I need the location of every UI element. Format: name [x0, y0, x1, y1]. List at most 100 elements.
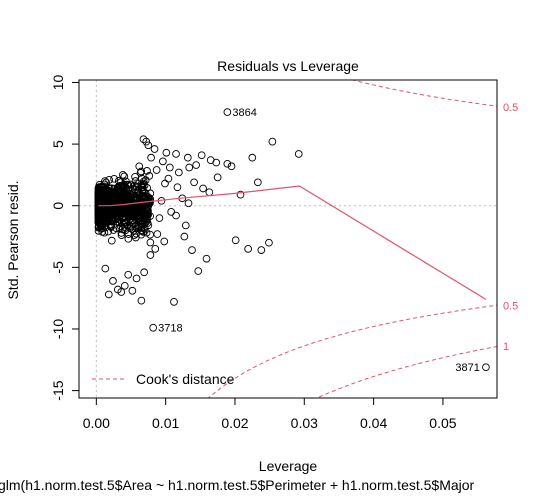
- data-point: [126, 202, 134, 210]
- data-point: [117, 218, 126, 227]
- data-point: [197, 151, 206, 160]
- legend-cooks-label: Cook's distance: [136, 371, 235, 387]
- model-formula-subtitle: glm(h1.norm.test.5$Area ~ h1.norm.test.5…: [0, 477, 475, 493]
- data-point: [165, 163, 174, 172]
- data-point: [183, 153, 192, 162]
- data-point: [162, 148, 171, 157]
- data-point: [94, 227, 103, 235]
- data-point: [124, 234, 133, 243]
- data-point: [147, 153, 155, 162]
- data-point: [131, 173, 139, 181]
- data-point: [152, 166, 161, 174]
- data-point: [185, 163, 194, 172]
- data-point: [268, 137, 277, 146]
- data-point: [167, 208, 176, 216]
- data-point: [124, 230, 133, 238]
- data-point: [110, 174, 118, 183]
- legend: Cook's distance: [92, 371, 235, 387]
- data-point: [137, 296, 146, 305]
- data-point: [135, 162, 144, 171]
- data-point: [95, 203, 103, 212]
- data-point: [172, 211, 180, 220]
- x-tick-label: 0.00: [83, 415, 110, 431]
- data-point: [174, 168, 183, 177]
- data-point: [151, 245, 160, 253]
- data-point: [212, 158, 221, 167]
- data-point: [109, 277, 117, 285]
- data-point: [265, 238, 273, 247]
- data-point: [231, 236, 240, 245]
- y-tick-label: -5: [50, 261, 66, 274]
- data-point: [131, 207, 139, 216]
- data-point: [139, 180, 147, 189]
- data-point: [120, 172, 129, 181]
- data-point: [139, 135, 148, 144]
- data-point: [223, 159, 232, 168]
- data-point: [170, 298, 178, 306]
- data-point: [128, 185, 137, 193]
- data-point: [98, 228, 107, 236]
- data-point: [253, 178, 262, 187]
- data-point: [213, 173, 222, 182]
- x-axis-label: Leverage: [259, 458, 318, 474]
- data-point: [109, 226, 118, 234]
- data-point: [190, 178, 198, 187]
- data-point: [117, 229, 126, 237]
- data-point: [138, 183, 147, 192]
- data-point: [98, 188, 107, 196]
- data-point: [141, 176, 150, 185]
- data-point: [117, 288, 126, 296]
- chart-title: Residuals vs Leverage: [217, 58, 359, 74]
- y-tick-label: 10: [50, 74, 66, 90]
- data-point: [98, 211, 107, 219]
- x-tick-label: 0.05: [429, 415, 456, 431]
- data-point: [138, 193, 147, 201]
- data-point: [149, 323, 158, 332]
- data-point: [124, 270, 133, 279]
- data-point: [103, 193, 112, 202]
- point-label-3864: 3864: [232, 107, 256, 119]
- cooks-contour-label-1: 0.5: [503, 301, 518, 313]
- plot-frame: [78, 79, 498, 399]
- data-point: [139, 191, 148, 200]
- data-point: [106, 210, 115, 219]
- data-point: [128, 286, 137, 295]
- data-point: [146, 238, 155, 247]
- data-point: [129, 212, 138, 220]
- data-point: [159, 157, 167, 166]
- data-point: [294, 150, 303, 158]
- data-point: [112, 194, 121, 203]
- data-point: [112, 224, 121, 232]
- y-tick-label: 0: [50, 202, 66, 210]
- x-axis: 0.00 0.01 0.02 0.03 0.04 0.05: [83, 398, 457, 431]
- data-point: [104, 227, 113, 236]
- data-point: [139, 218, 148, 226]
- data-point: [199, 184, 207, 193]
- plot-area: [79, 80, 497, 398]
- data-point: [188, 246, 196, 254]
- data-point: [244, 245, 252, 253]
- x-tick-label: 0.03: [291, 415, 318, 431]
- data-point: [140, 268, 149, 277]
- data-point: [227, 162, 236, 171]
- data-point: [100, 222, 109, 231]
- data-point: [119, 183, 127, 191]
- data-point: [132, 229, 141, 238]
- data-point: [173, 183, 182, 192]
- data-point: [117, 203, 126, 212]
- data-point: [153, 230, 162, 238]
- data-point: [97, 183, 106, 191]
- data-point: [144, 141, 153, 150]
- data-point: [223, 108, 232, 116]
- data-point: [184, 199, 193, 208]
- x-tick-label: 0.04: [360, 415, 387, 431]
- data-point: [124, 185, 132, 194]
- cooks-contour-label-0: 0.5: [503, 102, 518, 114]
- data-point: [116, 208, 125, 217]
- cooks-contour-label-2: 1: [503, 341, 509, 353]
- data-point: [114, 184, 122, 192]
- smoother-line: [98, 185, 487, 300]
- y-tick-label: -15: [50, 380, 66, 400]
- data-point: [146, 251, 155, 259]
